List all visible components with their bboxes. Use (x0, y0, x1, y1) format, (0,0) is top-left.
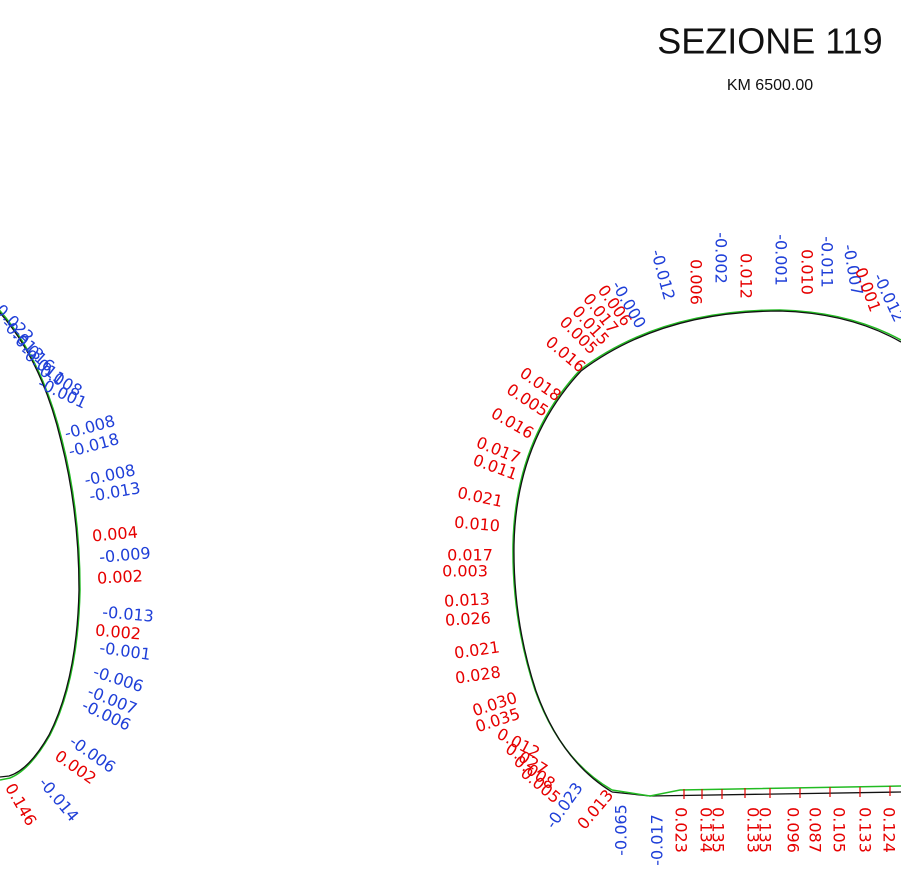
deviation-label: 0.133 (856, 807, 875, 853)
deviation-label: -0.001 (772, 234, 791, 286)
deviation-label: 0.146 (1, 780, 40, 829)
deviation-label: -0.001 (98, 638, 152, 664)
deviation-label: 0.096 (784, 807, 803, 853)
deviation-label: -0.011 (818, 236, 837, 288)
deviation-label: 0.013 (444, 589, 491, 610)
deviation-label: 0.134 (697, 807, 716, 853)
deviation-label: 0.023 (672, 807, 691, 853)
deviation-label: 0.003 (442, 562, 488, 581)
deviation-label: 0.012 (737, 253, 756, 299)
deviation-label: -0.009 (98, 543, 151, 566)
deviation-label: 0.133 (744, 807, 763, 853)
deviation-label: -0.012 (647, 247, 679, 302)
deviation-label: 0.010 (798, 249, 817, 295)
deviation-label: 0.002 (97, 566, 144, 587)
deviation-label: -0.065 (612, 804, 631, 856)
title: SEZIONE 119 (657, 21, 882, 62)
deviation-label: 0.028 (454, 662, 502, 687)
deviation-label: 0.006 (687, 259, 706, 305)
floor-ticks (683, 786, 891, 799)
deviation-label: -0.014 (35, 773, 83, 825)
design-profile (513, 310, 901, 793)
deviation-label: -0.002 (712, 232, 731, 284)
design-profile (0, 311, 80, 778)
deviation-label: 0.002 (94, 621, 141, 644)
deviation-label: 0.021 (456, 483, 505, 511)
deviation-label: 0.017 (447, 546, 493, 565)
deviation-label: 0.135 (709, 807, 728, 853)
deviation-label: 0.010 (453, 513, 500, 536)
deviation-label: 0.135 (756, 807, 775, 853)
subtitle: KM 6500.00 (727, 77, 813, 94)
deviation-label: 0.087 (806, 807, 825, 853)
measured-floor (611, 785, 901, 797)
deviation-label: 0.105 (830, 807, 849, 853)
deviation-label: 0.021 (453, 637, 501, 662)
deviation-label: 0.026 (445, 608, 492, 629)
deviation-label: 0.004 (91, 523, 138, 546)
deviation-label: -0.017 (648, 814, 667, 866)
deviation-label: -0.013 (102, 602, 155, 625)
deviation-label: 0.124 (880, 807, 899, 853)
measured-profile (0, 309, 81, 781)
